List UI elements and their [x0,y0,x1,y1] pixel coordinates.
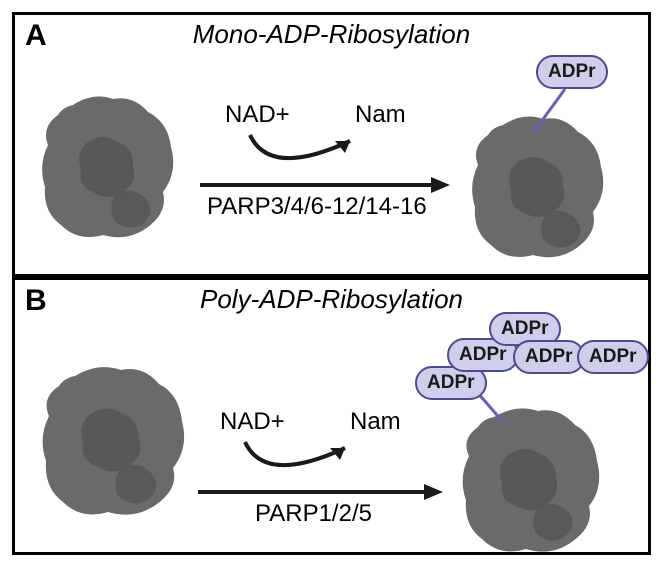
panel-b-title: Poly-ADP-Ribosylation [15,284,648,315]
enzyme-label-a: PARP3/4/6-12/14-16 [207,193,427,221]
panel-a: A Mono-ADP-Ribosylation NAD+ Nam PARP3/4… [12,12,651,277]
adpr-pill-b-4: ADPr [577,340,649,374]
figure-container: A Mono-ADP-Ribosylation NAD+ Nam PARP3/4… [0,0,663,567]
protein-substrate-b [33,356,193,526]
enzyme-label-b: PARP1/2/5 [255,500,372,528]
adpr-connector-a [525,83,585,143]
panel-a-title: Mono-ADP-Ribosylation [15,19,648,50]
adpr-pill-a: ADPr [536,55,608,89]
panel-b: B Poly-ADP-Ribosylation NAD+ Nam PARP1/2… [12,277,651,555]
adpr-pill-b-3: ADPr [513,340,585,374]
protein-substrate-a [33,87,183,247]
